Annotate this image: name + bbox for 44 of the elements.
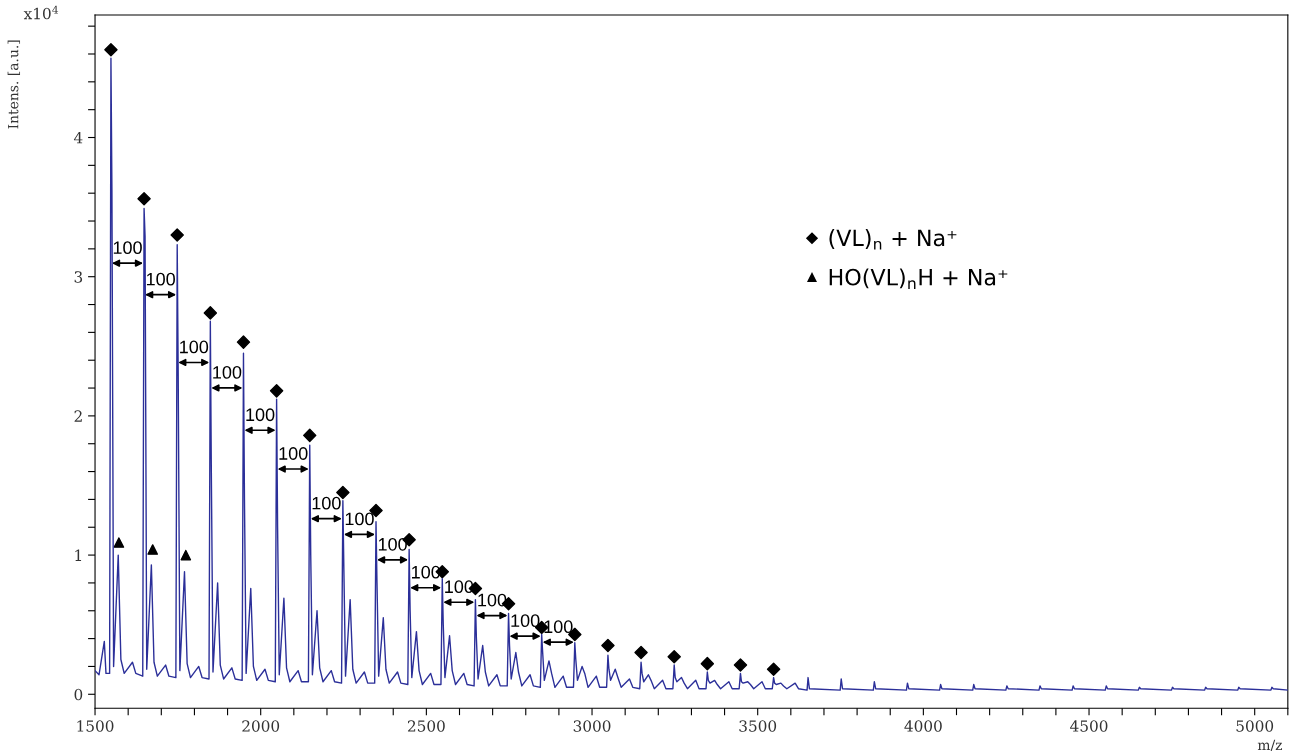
- annotation: 100: [213, 365, 242, 379]
- annotation: 100: [146, 272, 175, 286]
- annotation: 100: [113, 241, 142, 255]
- x-tick-label: 2500: [407, 720, 445, 732]
- point: [302, 428, 317, 443]
- x-axis-title: m/z: [1257, 739, 1283, 751]
- y-tick-label: 2: [74, 410, 82, 422]
- point: [113, 537, 125, 548]
- point: [269, 384, 284, 398]
- point: [180, 549, 192, 561]
- x-tick-label: 1500: [77, 720, 114, 732]
- annotation: 100: [246, 408, 275, 422]
- annotation: 100: [180, 340, 209, 354]
- annotation: 100: [511, 614, 540, 628]
- y-tick-label: 0: [74, 688, 83, 701]
- legend-label: (VL)$_{n}$ + Na⁺: [829, 229, 957, 250]
- text: x10$^{4}$: [23, 5, 59, 20]
- annotation: 100: [378, 537, 407, 551]
- point: [236, 335, 251, 349]
- x-tick-label: 4000: [904, 720, 942, 732]
- x-tick-label: 5000: [1236, 720, 1274, 732]
- point: [667, 649, 681, 664]
- point: [137, 192, 151, 206]
- point: [766, 662, 781, 676]
- point: [147, 544, 158, 555]
- point: [601, 638, 615, 653]
- annotation: 100: [312, 496, 341, 510]
- point: [104, 43, 118, 57]
- annotation: 100: [345, 512, 374, 526]
- x-tick-label: 2000: [242, 720, 280, 732]
- y-tick-label: 1: [75, 549, 82, 561]
- point: [634, 645, 648, 660]
- y-tick-label: 3: [74, 271, 83, 283]
- point: [733, 658, 748, 672]
- x-tick-label: 3000: [573, 720, 611, 732]
- x-tick-label: 3500: [739, 720, 777, 732]
- x-tick-label: 4500: [1070, 720, 1108, 732]
- y-tick-label: 4: [73, 131, 83, 144]
- point: [170, 228, 184, 242]
- y-axis-title: Intens. [a.u.]: [7, 40, 21, 129]
- legend-label: HO(VL)$_{n}$H + Na⁺: [829, 268, 1008, 289]
- point: [700, 656, 715, 671]
- point: [203, 306, 218, 320]
- annotation: 100: [279, 447, 308, 460]
